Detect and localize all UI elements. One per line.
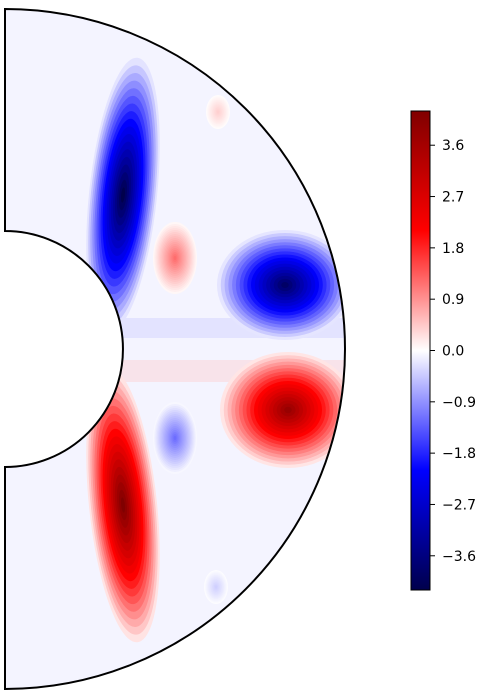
colorbar-ticks: −3.6 −2.7 −1.8 −0.9 0.0 0.9 1.8 2.7 3.6 [430,138,476,565]
field-contours [86,57,345,643]
field-feature [86,367,160,643]
field-feature [86,57,160,333]
field-feature [217,230,345,340]
colorbar-tick-label: −1.8 [442,446,476,462]
shell-outline [4,7,346,691]
colorbar-tick-label: 1.8 [442,241,464,257]
colorbar-gradient [410,110,431,591]
colorbar: −3.6 −2.7 −1.8 −0.9 0.0 0.9 1.8 2.7 3.6 [410,110,476,591]
contour-level [173,256,177,260]
contour-level [284,406,292,414]
field-feature [204,570,228,604]
colorbar-tick-label: 0.9 [442,292,464,308]
contour-level [173,436,177,440]
field-feature [153,402,197,474]
contour-level [215,586,217,588]
colorbar-tick-label: 2.7 [442,190,464,206]
field-feature [206,95,230,129]
colorbar-tick-label: −0.9 [442,395,476,411]
field-feature [153,222,197,294]
contour-level [217,111,219,113]
field-feature [220,352,345,468]
colorbar-tick-label: 0.0 [442,344,464,360]
colorbar-tick-label: −3.6 [442,549,476,565]
contour-level [120,187,126,203]
contour-level [281,281,289,289]
colorbar-tick-label: −2.7 [442,497,476,513]
contour-level [120,497,126,513]
colorbar-tick-label: 3.6 [442,138,464,154]
